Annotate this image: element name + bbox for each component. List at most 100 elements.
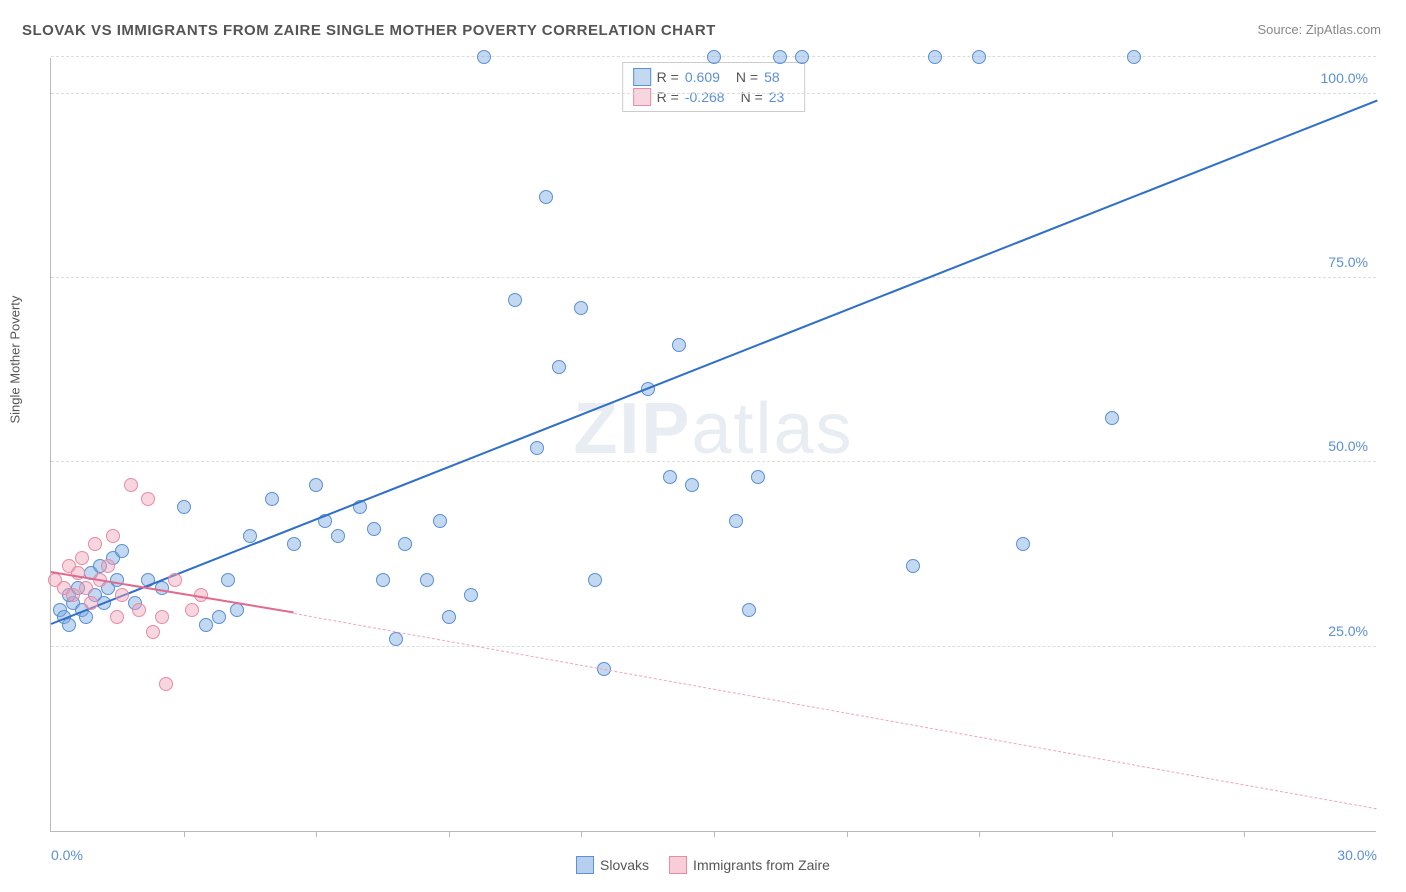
- data-point: [672, 338, 686, 352]
- legend-swatch: [669, 856, 687, 874]
- data-point: [212, 610, 226, 624]
- data-point: [508, 293, 522, 307]
- x-tick: [581, 831, 582, 837]
- data-point: [1127, 50, 1141, 64]
- data-point: [729, 514, 743, 528]
- data-point: [433, 514, 447, 528]
- data-point: [199, 618, 213, 632]
- legend-swatch: [576, 856, 594, 874]
- data-point: [477, 50, 491, 64]
- data-point: [101, 559, 115, 573]
- y-tick-label: 25.0%: [1328, 623, 1368, 639]
- data-point: [221, 573, 235, 587]
- x-tick: [714, 831, 715, 837]
- data-point: [574, 301, 588, 315]
- stats-legend-box: R =0.609N =58R =-0.268N =23: [622, 62, 806, 112]
- stats-n-value: 23: [769, 89, 785, 105]
- data-point: [243, 529, 257, 543]
- y-tick-label: 100.0%: [1321, 70, 1368, 86]
- y-tick-label: 75.0%: [1328, 254, 1368, 270]
- data-point: [539, 190, 553, 204]
- chart-title: SLOVAK VS IMMIGRANTS FROM ZAIRE SINGLE M…: [22, 22, 716, 39]
- data-point: [331, 529, 345, 543]
- data-point: [88, 537, 102, 551]
- x-tick: [449, 831, 450, 837]
- data-point: [141, 492, 155, 506]
- source-label: Source: ZipAtlas.com: [1257, 22, 1381, 37]
- legend-label: Immigrants from Zaire: [693, 857, 830, 873]
- data-point: [75, 551, 89, 565]
- data-point: [742, 603, 756, 617]
- stats-n-label: N =: [741, 89, 763, 105]
- data-point: [663, 470, 677, 484]
- trend-extrapolation: [294, 613, 1377, 809]
- data-point: [530, 441, 544, 455]
- data-point: [115, 588, 129, 602]
- data-point: [398, 537, 412, 551]
- data-point: [685, 478, 699, 492]
- stats-swatch: [633, 88, 651, 106]
- stats-r-label: R =: [657, 69, 679, 85]
- data-point: [79, 581, 93, 595]
- data-point: [588, 573, 602, 587]
- data-point: [177, 500, 191, 514]
- data-point: [159, 677, 173, 691]
- x-tick-label: 0.0%: [51, 847, 83, 863]
- stats-swatch: [633, 68, 651, 86]
- y-tick-label: 50.0%: [1328, 438, 1368, 454]
- plot-area: ZIPatlas R =0.609N =58R =-0.268N =23 25.…: [50, 58, 1376, 832]
- legend-item: Immigrants from Zaire: [669, 856, 830, 874]
- data-point: [66, 588, 80, 602]
- data-point: [552, 360, 566, 374]
- x-tick: [1112, 831, 1113, 837]
- data-point: [442, 610, 456, 624]
- data-point: [132, 603, 146, 617]
- trend-line: [51, 99, 1378, 624]
- data-point: [928, 50, 942, 64]
- stats-r-label: R =: [657, 89, 679, 105]
- x-tick: [316, 831, 317, 837]
- data-point: [906, 559, 920, 573]
- data-point: [287, 537, 301, 551]
- stats-row: R = 0.609 N = 58: [633, 67, 795, 87]
- data-point: [376, 573, 390, 587]
- gridline: [51, 461, 1376, 462]
- stats-r-value: 0.609: [685, 69, 720, 85]
- data-point: [106, 529, 120, 543]
- data-point: [707, 50, 721, 64]
- stats-n-value: 58: [764, 69, 780, 85]
- data-point: [155, 610, 169, 624]
- gridline: [51, 93, 1376, 94]
- x-tick: [979, 831, 980, 837]
- gridline: [51, 646, 1376, 647]
- data-point: [972, 50, 986, 64]
- data-point: [795, 50, 809, 64]
- stats-n-label: N =: [736, 69, 758, 85]
- legend-label: Slovaks: [600, 857, 649, 873]
- stats-row: R = -0.268 N = 23: [633, 87, 795, 107]
- data-point: [146, 625, 160, 639]
- data-point: [773, 50, 787, 64]
- data-point: [420, 573, 434, 587]
- chart-container: SLOVAK VS IMMIGRANTS FROM ZAIRE SINGLE M…: [0, 0, 1406, 892]
- data-point: [84, 596, 98, 610]
- data-point: [168, 573, 182, 587]
- data-point: [110, 610, 124, 624]
- x-tick: [847, 831, 848, 837]
- stats-r-value: -0.268: [685, 89, 725, 105]
- gridline: [51, 277, 1376, 278]
- x-tick-label: 30.0%: [1337, 847, 1377, 863]
- data-point: [389, 632, 403, 646]
- data-point: [751, 470, 765, 484]
- data-point: [309, 478, 323, 492]
- legend-item: Slovaks: [576, 856, 649, 874]
- data-point: [1016, 537, 1030, 551]
- data-point: [367, 522, 381, 536]
- bottom-legend: Slovaks Immigrants from Zaire: [576, 856, 830, 874]
- data-point: [464, 588, 478, 602]
- x-tick: [184, 831, 185, 837]
- data-point: [265, 492, 279, 506]
- data-point: [185, 603, 199, 617]
- y-axis-label: Single Mother Poverty: [8, 296, 23, 424]
- data-point: [115, 544, 129, 558]
